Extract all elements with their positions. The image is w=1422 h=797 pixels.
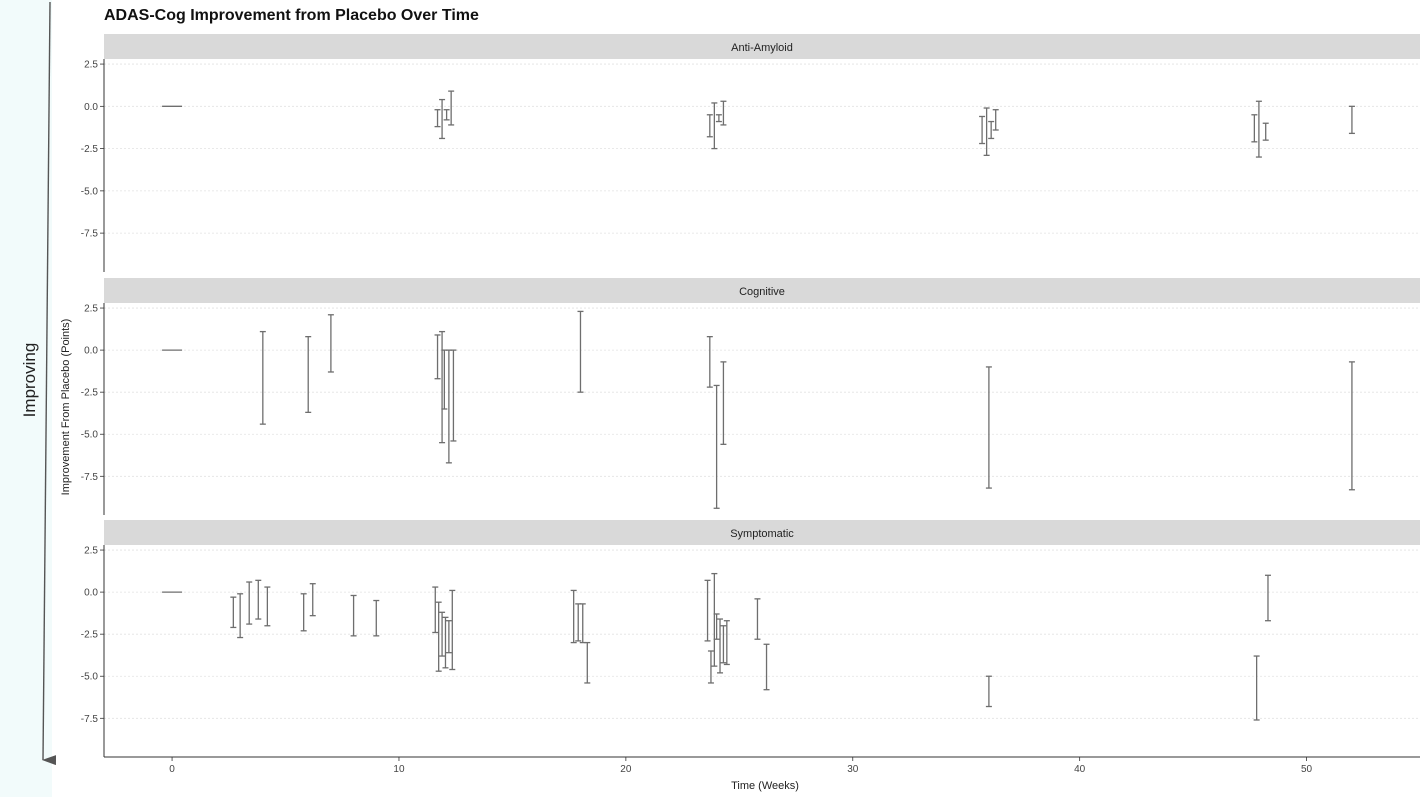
errorbar [763,643,770,691]
errorbar [577,310,584,393]
errorbar [1264,574,1271,622]
y-tick-label: -5.0 [81,186,99,197]
y-tick-label: -5.0 [81,672,99,683]
y-tick-label: -7.5 [81,714,99,725]
errorbar [985,675,992,708]
facet-strip [104,34,1420,59]
y-tick-label: -2.5 [81,144,99,155]
errorbar [230,596,237,629]
errorbar [264,586,271,627]
errorbar [723,620,730,666]
errorbar [579,603,586,644]
errorbar [450,349,457,442]
errorbar [717,618,724,674]
errorbar [327,314,334,373]
errorbar [979,115,986,145]
errorbar [439,611,446,657]
facet-panel: Symptomatic 2.5 0.0 -2.5 -5.0 -7.5 [81,520,1420,757]
errorbar [350,594,357,637]
y-tick-label: 0.0 [84,588,98,599]
errorbar [1255,100,1262,158]
errorbar [449,589,456,671]
x-tick-label: 40 [1074,764,1086,775]
improving-arrow [42,1,57,766]
facet-panel: Cognitive 2.5 0.0 -2.5 -5.0 -7.5 [81,278,1420,515]
errorbar [1251,114,1258,143]
errorbar [246,581,253,625]
x-tick-label: 50 [1301,764,1313,775]
facet-strip-label: Anti-Amyloid [731,42,793,54]
y-tick-label: 2.5 [84,546,98,557]
errorbar [1348,105,1355,135]
y-tick-label: 2.5 [84,304,98,315]
facet-strip [104,278,1420,303]
y-tick-label: -7.5 [81,229,99,240]
y-tick-label: 0.0 [84,102,98,113]
x-tick-label: 10 [393,764,405,775]
errorbar [706,114,713,138]
errorbar [435,601,442,672]
y-axis-title: Improvement From Placebo (Points) [60,319,72,496]
y-tick-label: -2.5 [81,630,99,641]
errorbar [711,102,718,150]
errorbar [305,336,312,414]
errorbar [448,90,455,126]
errorbar [715,114,722,123]
facet-strip-label: Cognitive [739,286,785,298]
y-tick-label: -7.5 [81,472,99,483]
errorbar [1262,122,1269,141]
errorbar [983,107,990,157]
errorbar [445,620,452,654]
errorbar [584,641,591,684]
errorbar [575,603,582,642]
errorbar [439,98,446,140]
x-axis-title: Time (Weeks) [731,780,799,792]
errorbar [443,109,450,121]
errorbar [1348,361,1355,491]
errorbar [711,572,718,667]
errorbar [445,349,452,464]
facet-panel: Anti-Amyloid 2.5 0.0 -2.5 -5.0 -7.5 [81,34,1420,272]
y-tick-label: 2.5 [84,60,98,71]
errorbar [237,593,244,639]
errorbar [432,586,439,634]
errorbar [992,109,999,131]
facet-strip [104,520,1420,545]
errorbar [300,593,307,632]
errorbar [713,384,720,509]
errorbar [720,100,727,126]
y-tick-label: -5.0 [81,430,99,441]
errorbar [754,598,761,640]
errorbar [434,109,441,128]
errorbar [434,334,441,380]
errorbar [570,589,577,644]
errorbar [713,613,720,640]
errorbar [720,625,727,664]
errorbar [373,599,380,637]
x-tick-label: 30 [847,764,859,775]
errorbar [704,579,711,642]
errorbar [442,616,449,669]
errorbar [259,330,266,425]
x-tick-label: 0 [169,764,175,775]
x-axis: 0 10 20 30 40 50 [104,756,1420,775]
errorbar [1253,655,1260,721]
errorbar [706,336,713,388]
y-tick-label: 0.0 [84,346,98,357]
errorbar [720,361,727,445]
facets-layer: Anti-Amyloid 2.5 0.0 -2.5 -5.0 -7.5 Cognitive 2… [81,34,1420,757]
errorbar [707,650,714,684]
x-tick-label: 20 [620,764,632,775]
chart-title: ADAS-Cog Improvement from Placebo Over T… [104,7,479,24]
y-tick-label: -2.5 [81,388,99,399]
facet-strip-label: Symptomatic [730,528,794,540]
errorbar [985,366,992,489]
errorbar [255,579,262,620]
errorbar [309,583,316,617]
errorbar [988,120,995,140]
